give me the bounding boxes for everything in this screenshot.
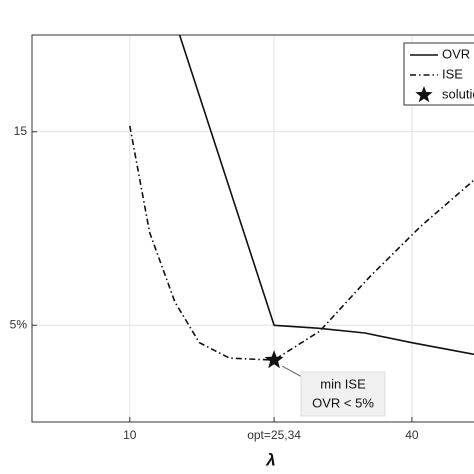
annotation-text: min ISE	[320, 376, 366, 391]
legend-label: OVR	[442, 46, 470, 61]
legend-box	[403, 42, 474, 106]
annotation-text: OVR < 5%	[312, 395, 374, 410]
x-tick-label: opt=25,34	[247, 428, 301, 442]
axes-frame	[31, 34, 474, 423]
y-tick-label: 5%	[10, 317, 28, 331]
y-tick-label: 15	[14, 124, 28, 138]
legend-label: ISE	[442, 66, 463, 81]
star-marker	[264, 350, 284, 369]
x-tick-label: 10	[123, 428, 137, 442]
series-line	[129, 125, 474, 361]
series-line	[178, 35, 474, 356]
annotation-box	[300, 371, 386, 417]
legend-marker	[415, 86, 433, 103]
x-tick-label: 40	[405, 428, 419, 442]
plot-area	[32, 35, 474, 422]
annotation-arrow	[281, 365, 305, 379]
legend-label: solution	[442, 86, 474, 101]
x-axis-label: λ	[265, 450, 275, 469]
